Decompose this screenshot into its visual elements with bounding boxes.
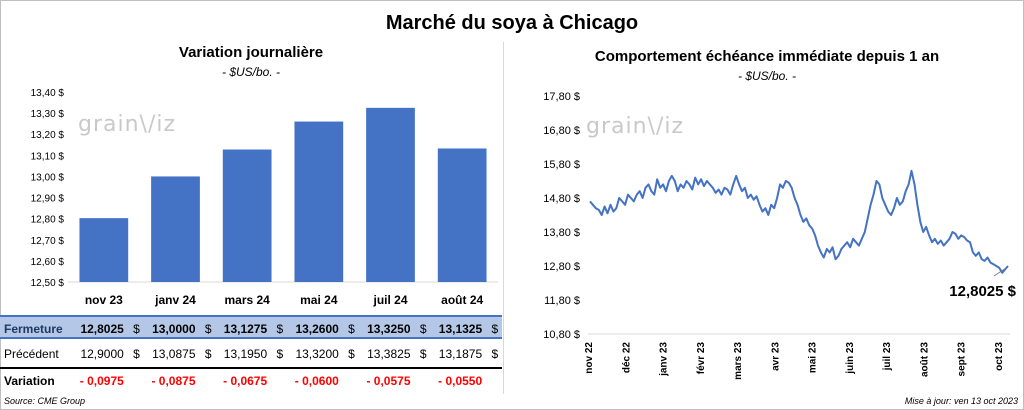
table-cell-currency: $ xyxy=(348,347,355,361)
x-tick-label: juil 23 xyxy=(882,342,893,372)
source-note: Source: CME Group xyxy=(4,396,86,406)
last-value-label: 12,8025 $ xyxy=(949,283,1016,300)
y-tick-label: 12,60 $ xyxy=(31,257,65,268)
table-cell: 13,3825 xyxy=(367,347,411,361)
x-tick-label: déc 22 xyxy=(621,342,632,374)
bar xyxy=(294,121,344,282)
table-row-label: Variation xyxy=(4,374,55,388)
table-cell: 13,2600 xyxy=(295,322,339,336)
x-tick-label: juil 24 xyxy=(372,293,407,307)
y-tick-label: 11,80 $ xyxy=(544,295,580,307)
bar-chart: 12,50 $ 12,60 $ 12,70 $ 12,80 $ 12,90 $ 13,00… xyxy=(31,88,498,307)
x-tick-label: sept 23 xyxy=(957,342,968,377)
table-row-close: Fermeture 12,8025 $13,0000 $13,1275 $13,2600… xyxy=(0,315,502,339)
line-chart-unit: - $US/bo. - xyxy=(737,69,797,83)
y-tick-label: 14,80 $ xyxy=(543,193,580,205)
table-cell-currency: $ xyxy=(491,347,499,361)
table-cell: - 0,0875 xyxy=(151,374,196,388)
y-tick-label: 13,30 $ xyxy=(31,109,65,120)
table-cell-currency: $ xyxy=(204,322,212,336)
last-value-leader xyxy=(993,267,1007,277)
table-cell-currency: $ xyxy=(348,322,355,336)
x-tick-label: mai 23 xyxy=(808,342,819,374)
table-row-label: Précédent xyxy=(4,347,59,361)
x-tick-label: oct 23 xyxy=(994,342,1005,371)
bar xyxy=(151,176,200,282)
table-cell: 13,0000 xyxy=(152,322,196,336)
panel-divider xyxy=(503,42,504,394)
y-tick-label: 13,40 $ xyxy=(31,88,65,99)
bar xyxy=(222,149,272,282)
table-cell-currency: $ xyxy=(133,322,140,336)
table-cell: 13,1275 xyxy=(223,322,268,336)
updated-note: Mise à jour: ven 13 oct 2023 xyxy=(904,396,1018,406)
page-title: Marché du soya à Chicago xyxy=(385,12,639,34)
y-tick-label: 12,80 $ xyxy=(543,261,580,273)
x-tick-label: août 23 xyxy=(919,342,930,377)
x-tick-label: févr 23 xyxy=(696,342,707,375)
table-cell: 13,3250 xyxy=(367,322,411,336)
table-cell: - 0,0575 xyxy=(366,374,411,388)
table-cell: 13,1950 xyxy=(223,347,268,361)
table-row-change: Variation - 0,0975 - 0,0875 - 0,0675 - 0,060… xyxy=(0,367,502,391)
x-tick-label: janv 24 xyxy=(154,293,196,307)
table-cell: 13,3200 xyxy=(295,347,339,361)
bar xyxy=(366,107,415,282)
y-tick-label: 13,00 $ xyxy=(31,172,65,183)
table-cell: 12,8025 xyxy=(80,322,124,336)
table-cell-currency: $ xyxy=(419,322,427,336)
table-cell: 13,1875 xyxy=(438,347,483,361)
line-chart: 10,80 $ 11,80 $ 12,80 $ 13,80 $ 14,80 $ 15,80… xyxy=(543,91,1016,380)
price-series-line xyxy=(589,169,1009,274)
x-tick-label: mars 24 xyxy=(224,293,270,307)
y-tick-label: 12,70 $ xyxy=(31,236,65,247)
table-cell-currency: $ xyxy=(276,347,284,361)
y-tick-label: 10,80 $ xyxy=(543,329,580,341)
x-tick-label: avr 23 xyxy=(770,342,781,371)
x-tick-label: nov 22 xyxy=(584,342,595,374)
x-tick-label: août 24 xyxy=(441,293,483,307)
y-tick-label: 13,10 $ xyxy=(31,151,65,162)
x-tick-label: nov 23 xyxy=(85,293,123,307)
table-cell-currency: $ xyxy=(419,347,427,361)
x-tick-label: janv 23 xyxy=(659,342,670,377)
y-tick-label: 12,90 $ xyxy=(31,194,65,205)
y-tick-label: 16,80 $ xyxy=(543,125,580,137)
bar-chart-title: Variation journalière xyxy=(178,44,324,61)
bar-chart-unit: - $US/bo. - xyxy=(221,65,281,79)
y-tick-label: 17,80 $ xyxy=(543,91,580,103)
table-cell: - 0,0600 xyxy=(294,374,339,388)
table-row-previous: Précédent 12,9000 $13,0875 $13,1950 $13,3200… xyxy=(0,342,502,366)
x-tick-label: mars 23 xyxy=(733,342,744,380)
table-cell: - 0,0975 xyxy=(79,374,124,388)
y-tick-label: 12,50 $ xyxy=(31,278,65,289)
y-tick-label: 13,80 $ xyxy=(543,227,580,239)
line-chart-title: Comportement échéance immédiate depuis 1… xyxy=(594,48,940,65)
watermark-logo-left: grain\/iz xyxy=(78,112,177,137)
table-row-label: Fermeture xyxy=(4,322,63,336)
table-cell-currency: $ xyxy=(491,322,499,336)
table-cell-currency: $ xyxy=(276,322,284,336)
x-tick-label: mai 24 xyxy=(300,293,338,307)
watermark-logo-right: grain\/iz xyxy=(586,114,685,139)
x-tick-label: juin 23 xyxy=(845,342,856,375)
table-cell: - 0,0550 xyxy=(438,374,483,388)
table-cell: 12,9000 xyxy=(80,347,124,361)
table-cell: 13,1325 xyxy=(438,322,483,336)
table-cell-currency: $ xyxy=(204,347,212,361)
table-cell: - 0,0675 xyxy=(223,374,268,388)
bar xyxy=(79,218,129,282)
y-tick-label: 13,20 $ xyxy=(31,130,65,141)
table-cell-currency: $ xyxy=(133,347,140,361)
y-tick-label: 12,80 $ xyxy=(31,215,65,226)
table-cell: 13,0875 xyxy=(152,347,196,361)
y-tick-label: 15,80 $ xyxy=(543,159,580,171)
bar xyxy=(437,148,487,282)
